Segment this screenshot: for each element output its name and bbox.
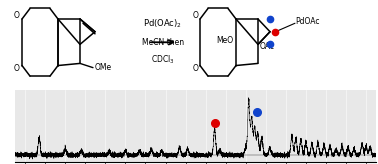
Text: MeO: MeO: [217, 36, 234, 45]
Text: PdOAc: PdOAc: [295, 17, 319, 26]
Text: OAc: OAc: [260, 42, 275, 51]
Text: MeCN then: MeCN then: [142, 38, 184, 47]
Text: O: O: [193, 64, 199, 73]
Text: O: O: [14, 11, 20, 20]
Text: OMe: OMe: [95, 63, 112, 72]
Text: O: O: [193, 11, 199, 20]
Text: CDCl$_3$: CDCl$_3$: [151, 54, 175, 66]
Text: Pd(OAc)$_2$: Pd(OAc)$_2$: [144, 17, 183, 30]
Text: O: O: [14, 64, 20, 73]
